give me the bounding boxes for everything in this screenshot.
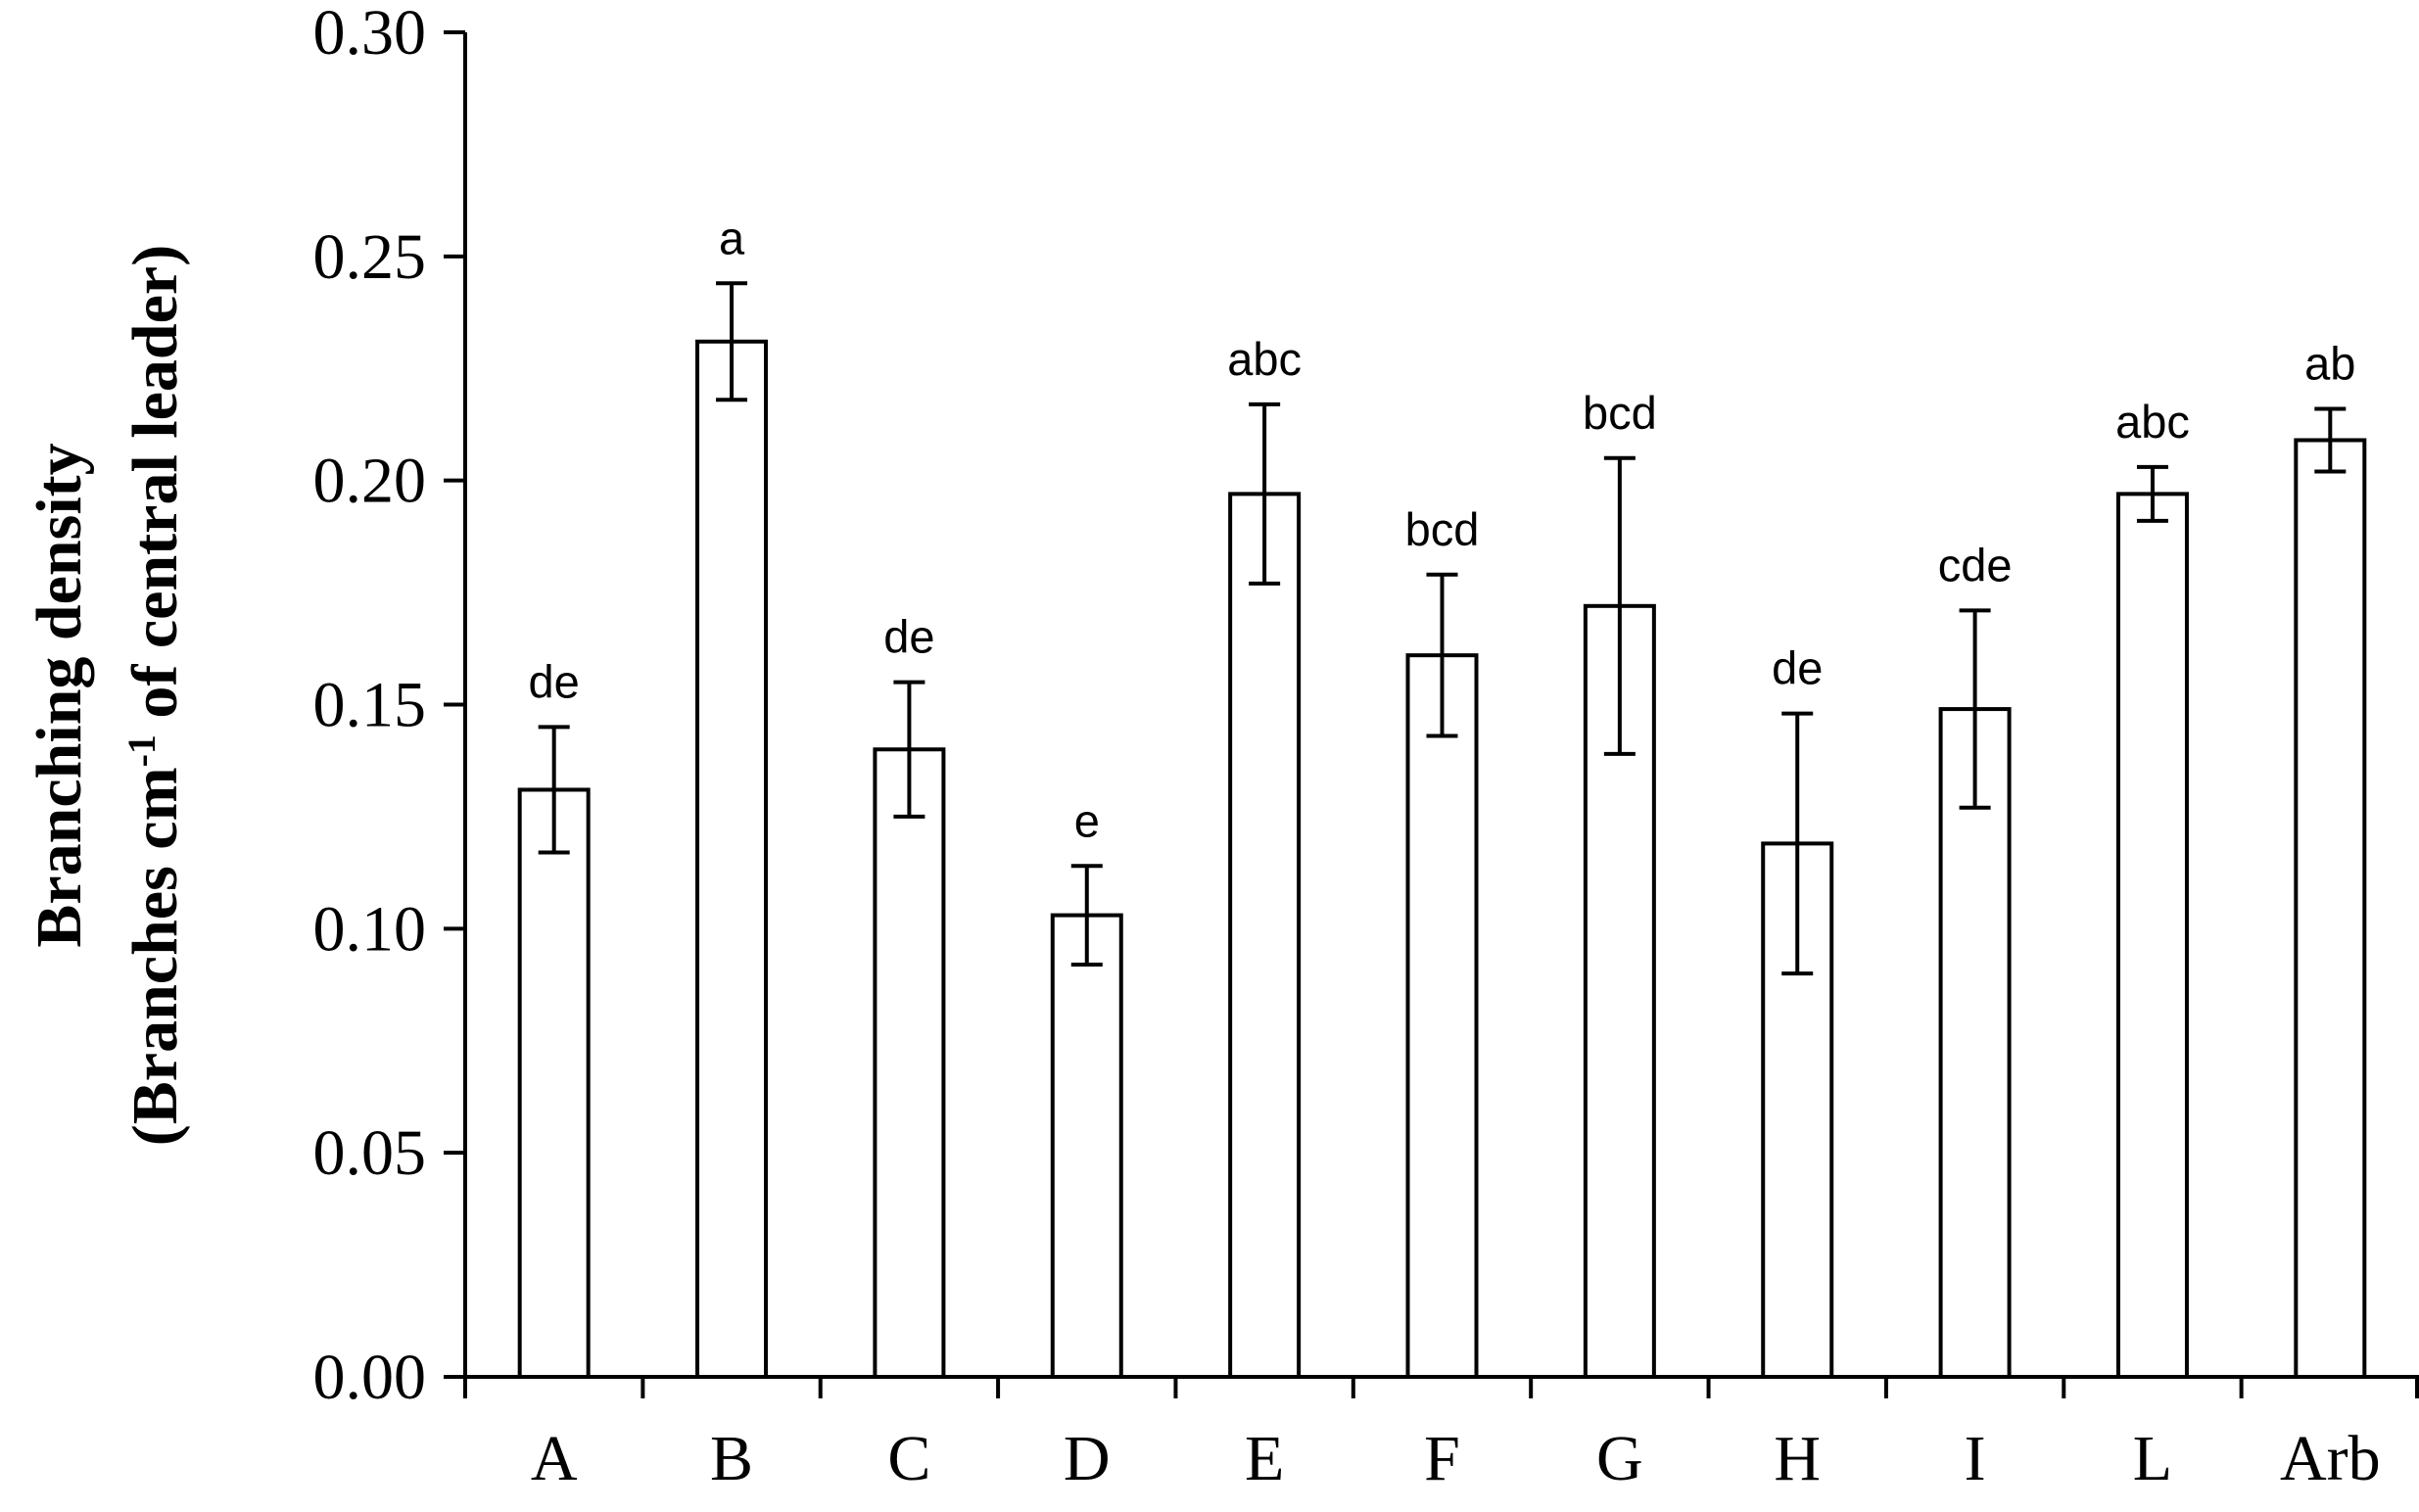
significance-label-H: de — [1772, 642, 1823, 694]
significance-label-F: bcd — [1405, 503, 1480, 555]
y-axis-title-line2-suffix: of central leader) — [119, 245, 191, 734]
x-tick-label-G: G — [1596, 1423, 1643, 1494]
x-tick-label-F: F — [1424, 1423, 1460, 1494]
y-tick-label-6: 0.30 — [313, 0, 427, 69]
y-axis-title: Branching density (Branches cm-1 of cent… — [24, 245, 191, 1146]
bar-D — [1050, 913, 1123, 1379]
plot-area: 0.00 0.05 0.10 0.15 0.20 0.25 0.30 de Aa Bde Ce Dab… — [313, 0, 2419, 1494]
y-axis-title-line2: (Branches cm-1 of central leader) — [119, 245, 192, 1146]
significance-label-I: cde — [1938, 539, 2013, 591]
significance-label-A: de — [529, 655, 580, 707]
significance-label-D: e — [1074, 794, 1100, 846]
y-tick-label-0: 0.00 — [313, 1342, 427, 1413]
significance-label-L: abc — [2115, 396, 2190, 448]
significance-label-G: bcd — [1583, 387, 1657, 439]
x-tick-label-D: D — [1064, 1423, 1111, 1494]
bar-E — [1228, 492, 1302, 1379]
x-tick-label-E: E — [1245, 1423, 1284, 1494]
bar-A — [517, 787, 591, 1379]
x-tick-label-A: A — [531, 1423, 578, 1494]
significance-label-E: abc — [1227, 333, 1302, 385]
x-tick-label-Arb: Arb — [2280, 1423, 2381, 1494]
y-tick-label-3: 0.15 — [313, 670, 427, 741]
x-tick-label-C: C — [887, 1423, 930, 1494]
significance-label-C: de — [883, 611, 934, 663]
bar-L — [2115, 492, 2189, 1379]
x-tick-label-H: H — [1774, 1423, 1821, 1494]
y-axis-title-line2-prefix: (Branches cm — [119, 767, 191, 1146]
bar-B — [695, 339, 769, 1379]
y-axis-title-line2-sup: -1 — [119, 734, 164, 767]
bar-Arb — [2294, 438, 2367, 1379]
x-tick-label-L: L — [2133, 1423, 2172, 1494]
bar-C — [873, 747, 946, 1379]
y-tick-label-5: 0.25 — [313, 221, 427, 293]
y-tick-label-2: 0.10 — [313, 893, 427, 965]
significance-label-B: a — [719, 212, 745, 263]
significance-label-Arb: ab — [2304, 337, 2355, 389]
y-axis-title-line1: Branching density — [24, 443, 95, 947]
x-tick-label-I: I — [1965, 1423, 1986, 1494]
y-tick-label-4: 0.20 — [313, 446, 427, 517]
x-tick-label-B: B — [710, 1423, 753, 1494]
bar-F — [1405, 653, 1479, 1379]
y-tick-label-1: 0.05 — [313, 1117, 427, 1189]
